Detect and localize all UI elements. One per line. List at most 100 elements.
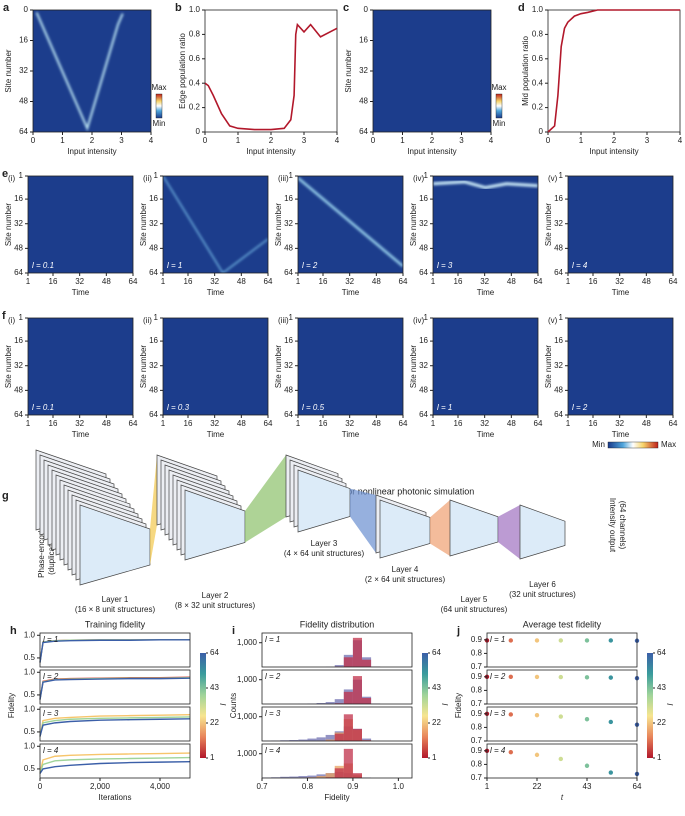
x-tick-label: 0 — [371, 136, 376, 145]
x-tick-label: 16 — [319, 419, 328, 428]
x-axis-label: Fidelity — [324, 793, 349, 802]
layer-detail: (16 × 8 unit structures) — [75, 605, 156, 614]
histogram-bar — [362, 659, 372, 667]
histogram-bar — [280, 776, 290, 778]
x-tick-label: 1 — [26, 419, 31, 428]
y-tick-label: 0.7 — [471, 736, 483, 745]
colorbar-label: l — [219, 704, 228, 706]
point — [534, 712, 540, 718]
point — [584, 717, 590, 722]
histogram-bar — [343, 714, 353, 741]
colorbar-tick-label: 64 — [210, 648, 219, 657]
histogram-bar — [316, 776, 326, 778]
y-tick-label: 16 — [149, 194, 158, 203]
x-tick-label: 48 — [237, 277, 246, 286]
histogram-bar — [325, 773, 335, 778]
x-tick-label: 64 — [399, 419, 408, 428]
x-tick-label: 16 — [184, 277, 193, 286]
x-tick-label: 32 — [210, 419, 219, 428]
frame — [261, 743, 413, 779]
annotation: l = 4 — [43, 746, 59, 755]
connector — [150, 455, 157, 565]
y-tick-label: 0 — [539, 127, 544, 136]
panel-roman: (iii) — [278, 174, 289, 183]
x-tick-label: 16 — [454, 419, 463, 428]
histogram-bar — [316, 703, 326, 704]
layer-sheet — [519, 504, 566, 560]
y-tick-label: 0.5 — [24, 690, 36, 699]
y-tick-label: 0.7 — [471, 699, 483, 708]
annotation: l = 4 — [572, 261, 588, 270]
output-label: (64 channels) — [618, 501, 627, 550]
y-tick-label: 32 — [284, 361, 293, 370]
heatmap-feature — [298, 176, 403, 268]
x-tick-label: 0 — [38, 782, 43, 791]
x-tick-label: 32 — [480, 277, 489, 286]
connector — [430, 500, 450, 556]
line — [39, 760, 191, 774]
frame — [261, 706, 413, 742]
y-tick-label: 32 — [359, 66, 368, 75]
y-tick-label: 0.6 — [189, 54, 201, 63]
point — [558, 638, 564, 643]
y-tick-label: 1 — [559, 171, 564, 180]
output-label: Intensity output — [608, 498, 617, 553]
frame — [547, 9, 681, 133]
panel-roman: (i) — [8, 316, 15, 325]
y-axis-label: Site number — [544, 345, 553, 388]
x-tick-label: 1 — [161, 419, 166, 428]
y-tick-label: 48 — [284, 243, 293, 252]
x-tick-label: 32 — [615, 277, 624, 286]
histogram-bar — [343, 657, 353, 667]
x-tick-label: 2 — [90, 136, 95, 145]
line — [39, 676, 191, 700]
y-tick-label: 16 — [284, 194, 293, 203]
frame — [432, 175, 539, 274]
y-tick-label: 1 — [289, 313, 294, 322]
y-axis-label: Edge population ratio — [178, 33, 187, 109]
point — [608, 675, 614, 680]
x-tick-label: 2 — [612, 136, 617, 145]
x-tick-label: 32 — [345, 277, 354, 286]
x-tick-label: 4 — [335, 136, 340, 145]
y-tick-label: 48 — [419, 385, 428, 394]
x-tick-label: 1 — [400, 136, 405, 145]
x-axis-label: Time — [477, 288, 495, 297]
layer-detail: (64 unit structures) — [441, 605, 508, 614]
colorbar-tick-label: 22 — [657, 718, 666, 727]
x-tick-label: 0 — [546, 136, 551, 145]
annotation: l = 1 — [437, 403, 452, 412]
frame — [432, 317, 539, 416]
y-tick-label: 16 — [419, 336, 428, 345]
x-tick-label: 3 — [119, 136, 124, 145]
y-tick-label: 32 — [149, 219, 158, 228]
y-tick-label: 1 — [19, 171, 24, 180]
histogram-bar — [325, 739, 335, 741]
x-tick-label: 48 — [642, 419, 651, 428]
y-axis-label: Site number — [274, 345, 283, 388]
colorbar-tick-label: 1 — [432, 753, 437, 762]
x-tick-label: 43 — [583, 782, 592, 791]
panel-letter: f — [2, 310, 6, 322]
histogram-bar — [352, 637, 362, 667]
annotation: l = 4 — [490, 746, 506, 755]
x-axis-label: Time — [207, 430, 225, 439]
layer-detail: (2 × 64 unit structures) — [365, 575, 446, 584]
x-tick-label: 16 — [454, 277, 463, 286]
x-tick-label: 32 — [75, 419, 84, 428]
panel-letter: c — [343, 2, 349, 14]
x-tick-label: 48 — [237, 419, 246, 428]
x-tick-label: 64 — [669, 277, 678, 286]
y-tick-label: 16 — [419, 194, 428, 203]
annotation: l = 2 — [572, 403, 588, 412]
x-tick-label: 1 — [566, 419, 571, 428]
histogram-bar — [289, 740, 299, 741]
y-tick-label: 0.9 — [471, 635, 483, 644]
y-tick-label: 1,000 — [237, 675, 258, 684]
y-tick-label: 16 — [554, 336, 563, 345]
heatmap-feature — [35, 12, 124, 132]
heatmap-field — [433, 176, 538, 273]
y-axis-label: Site number — [4, 345, 13, 388]
annotation: l = 3 — [437, 261, 453, 270]
